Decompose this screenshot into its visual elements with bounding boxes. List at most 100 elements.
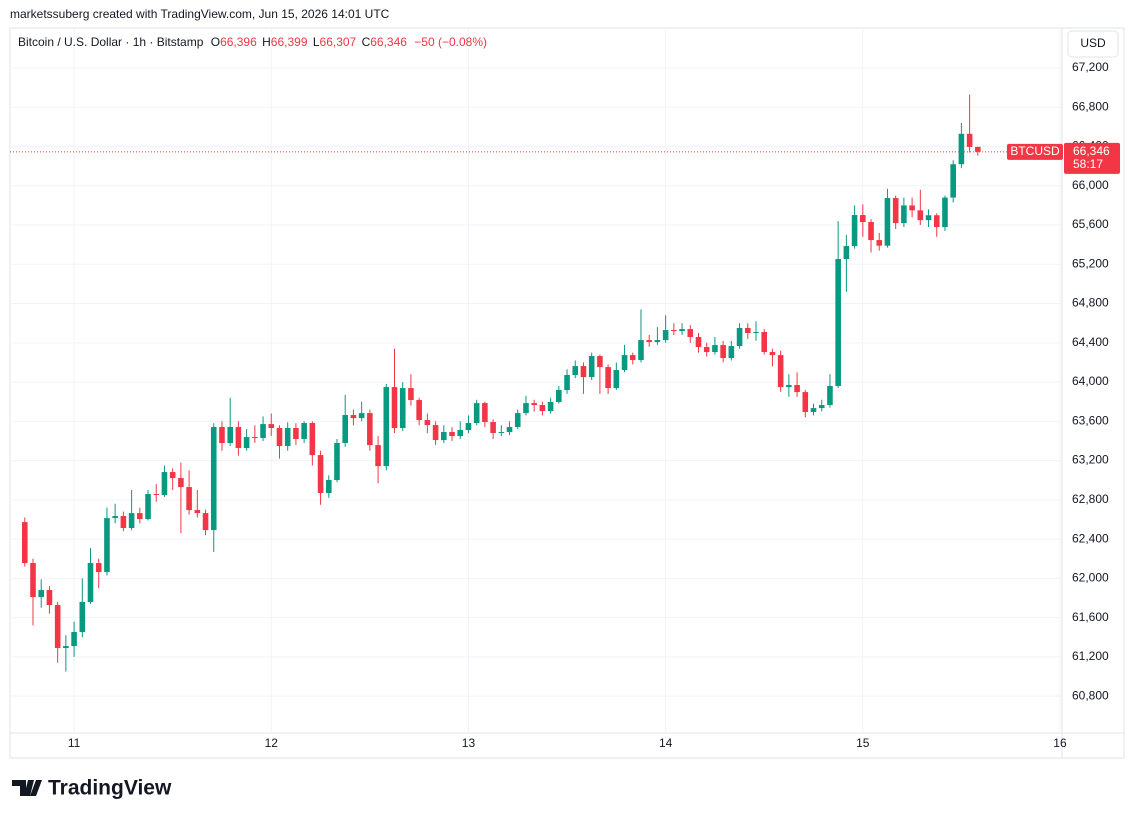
legend: Bitcoin / U.S. Dollar · 1h · Bitstamp O 6… [18,35,487,49]
candle-body [482,403,488,423]
candle-body [851,215,858,247]
candle-body [186,487,192,511]
candle-body [695,337,702,348]
candle-body [572,366,579,376]
y-tick-label: 64,000 [1072,374,1109,388]
candle-body [671,330,677,332]
x-tick-label: 11 [68,736,81,750]
y-tick-label: 60,800 [1072,688,1109,702]
candle-body [942,197,948,228]
candle-body [449,432,455,437]
candle-body [975,146,981,152]
candle-body [46,590,53,606]
candle-body [679,329,685,332]
candle-body [580,366,587,378]
candle-body [835,259,841,386]
candle-body [950,164,956,198]
candle-body [629,355,636,360]
candle-body [30,563,36,598]
candle-body [38,590,45,598]
candle-body [391,387,398,428]
axes: 60,800 61,200 61,600 62,000 62,400 62,800 63,2… [68,60,1109,750]
candle-body [358,413,365,419]
y-tick-label: 63,600 [1072,413,1109,427]
candle-body [112,516,118,519]
o-label: O [211,35,220,49]
candle-body [120,516,127,528]
candle-body [367,413,373,446]
symbol-tag: BTCUSD [1010,144,1060,158]
candle-body [531,403,537,406]
candle-body [342,415,349,444]
candle-body [383,387,390,467]
candle-body [901,205,907,224]
candle-body [473,403,480,423]
candle-body [514,413,521,428]
candles [10,94,1062,672]
candle-body [843,246,850,260]
candle-body [424,420,431,426]
y-tick-label: 66,000 [1072,178,1109,192]
candle-body [884,198,891,246]
candle-body [63,646,69,649]
symbol-tag-bg [1007,143,1063,160]
h-label: H [262,35,271,49]
candle-body [786,385,792,388]
y-tick-label: 65,600 [1072,217,1109,231]
candle-body [268,424,275,428]
candle-body [252,437,258,439]
candle-body [761,332,768,353]
currency-button[interactable] [1067,30,1119,58]
candle-body [54,605,61,649]
candle-body [432,425,439,441]
candle-body [227,427,233,444]
candle-body [876,240,883,246]
candle-body [917,210,924,221]
candle-body [925,215,932,221]
candle-body [137,513,143,520]
candle-body [744,327,751,334]
candle-body [161,472,168,496]
x-tick-label: 14 [659,736,673,750]
l-value: 66,307 [320,35,357,49]
candle-body [868,222,874,241]
candle-body [588,356,595,378]
l-label: L [313,35,320,49]
candle-body [284,427,291,447]
candle-body [597,356,603,368]
candle-body [104,518,110,573]
symbol: Bitcoin / U.S. Dollar · 1h · Bitstamp [18,35,204,49]
grid [10,28,1062,733]
y-tick-label: 66,800 [1072,99,1109,113]
candle-body [145,494,151,520]
h-value: 66,399 [271,35,308,49]
price-tag-value: 66,346 [1073,144,1110,158]
candle-body [293,427,299,439]
candle-body [810,408,817,413]
candle-body [827,385,833,406]
candle-body [210,427,217,531]
candle-body [202,513,209,531]
candle-body [178,478,184,488]
candle-body [728,346,735,359]
candle-body [654,340,661,343]
candle-body [966,133,973,147]
candle-body [753,332,759,334]
candle-body [219,427,225,444]
candle-body [317,455,324,494]
currency[interactable]: USD [1080,36,1106,50]
candle-body [153,494,160,496]
candle-body [547,401,554,412]
candle-body [276,427,283,447]
y-tick-label: 64,800 [1072,296,1109,310]
y-tick-label: 65,200 [1072,256,1109,270]
change: −50 (−0.08%) [414,35,487,49]
c-value: 66,346 [370,35,407,49]
candle-body [243,437,250,449]
candle-body [523,403,529,414]
candle-body [79,601,86,633]
y-tick-label: 63,200 [1072,453,1109,467]
